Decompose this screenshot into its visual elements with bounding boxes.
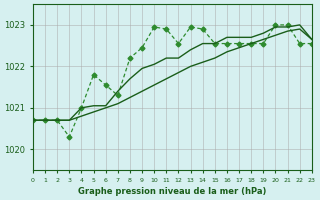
X-axis label: Graphe pression niveau de la mer (hPa): Graphe pression niveau de la mer (hPa) <box>78 187 267 196</box>
